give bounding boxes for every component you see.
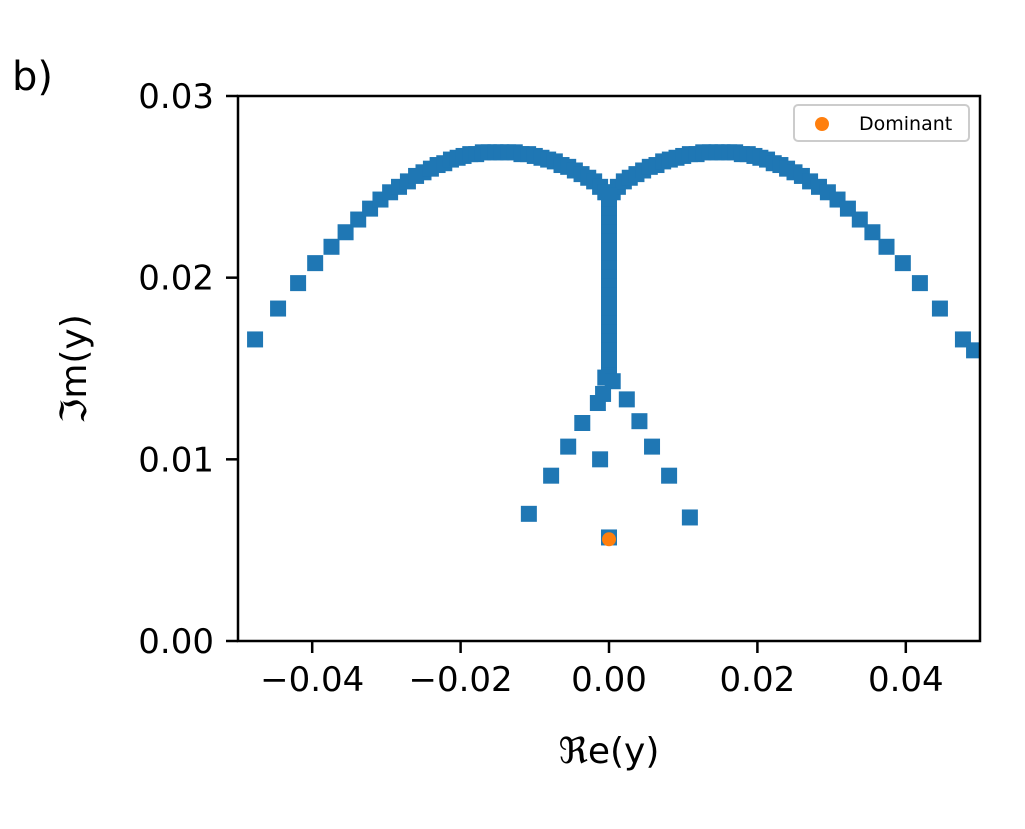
data-point bbox=[931, 300, 948, 317]
data-point bbox=[681, 509, 698, 526]
data-point bbox=[589, 395, 606, 412]
data-point bbox=[592, 451, 609, 468]
data-point bbox=[323, 238, 340, 255]
panel-label: b) bbox=[12, 54, 53, 100]
y-tick-label: 0.01 bbox=[138, 440, 214, 480]
data-point bbox=[307, 255, 324, 272]
y-tick-label: 0.00 bbox=[138, 622, 214, 662]
legend-label-dominant: Dominant bbox=[859, 113, 952, 135]
legend-box bbox=[793, 104, 970, 142]
data-point bbox=[574, 415, 591, 431]
x-tick-label: 0.00 bbox=[571, 660, 647, 700]
y-tick-label: 0.02 bbox=[138, 259, 214, 299]
y-axis-title: ℑm(y) bbox=[54, 314, 95, 424]
y-axis: 0.00 0.01 0.02 0.03 bbox=[138, 77, 238, 662]
data-point bbox=[878, 238, 895, 255]
data-point bbox=[864, 224, 881, 241]
data-point bbox=[270, 300, 287, 317]
data-point bbox=[661, 467, 678, 484]
x-tick-label: −0.04 bbox=[260, 660, 364, 700]
data-point bbox=[290, 275, 307, 292]
data-point bbox=[337, 224, 354, 241]
x-tick-label: 0.02 bbox=[720, 660, 796, 700]
x-tick-label: −0.02 bbox=[408, 660, 512, 700]
data-point bbox=[520, 505, 537, 522]
legend-marker-dominant bbox=[815, 117, 829, 131]
data-point bbox=[644, 438, 661, 455]
plot-marks bbox=[247, 144, 980, 547]
data-point bbox=[543, 467, 560, 484]
data-point bbox=[894, 255, 911, 272]
x-tick-label: 0.04 bbox=[868, 660, 944, 700]
data-point bbox=[618, 391, 635, 408]
data-point bbox=[631, 413, 648, 430]
x-axis-title: ℜe(y) bbox=[559, 731, 660, 772]
legend: Dominant bbox=[793, 104, 970, 142]
data-point bbox=[911, 275, 928, 292]
dominant-point bbox=[602, 532, 616, 547]
data-point bbox=[851, 211, 868, 228]
data-point bbox=[560, 438, 577, 455]
data-point bbox=[604, 373, 621, 390]
data-point bbox=[966, 342, 980, 359]
data-point bbox=[247, 331, 264, 348]
y-tick-label: 0.03 bbox=[138, 77, 214, 117]
x-axis: −0.04 −0.02 0.00 0.02 0.04 bbox=[260, 641, 944, 700]
